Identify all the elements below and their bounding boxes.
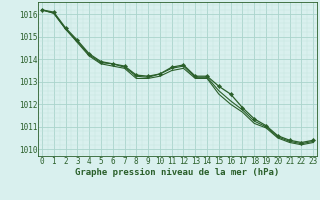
- X-axis label: Graphe pression niveau de la mer (hPa): Graphe pression niveau de la mer (hPa): [76, 168, 280, 177]
